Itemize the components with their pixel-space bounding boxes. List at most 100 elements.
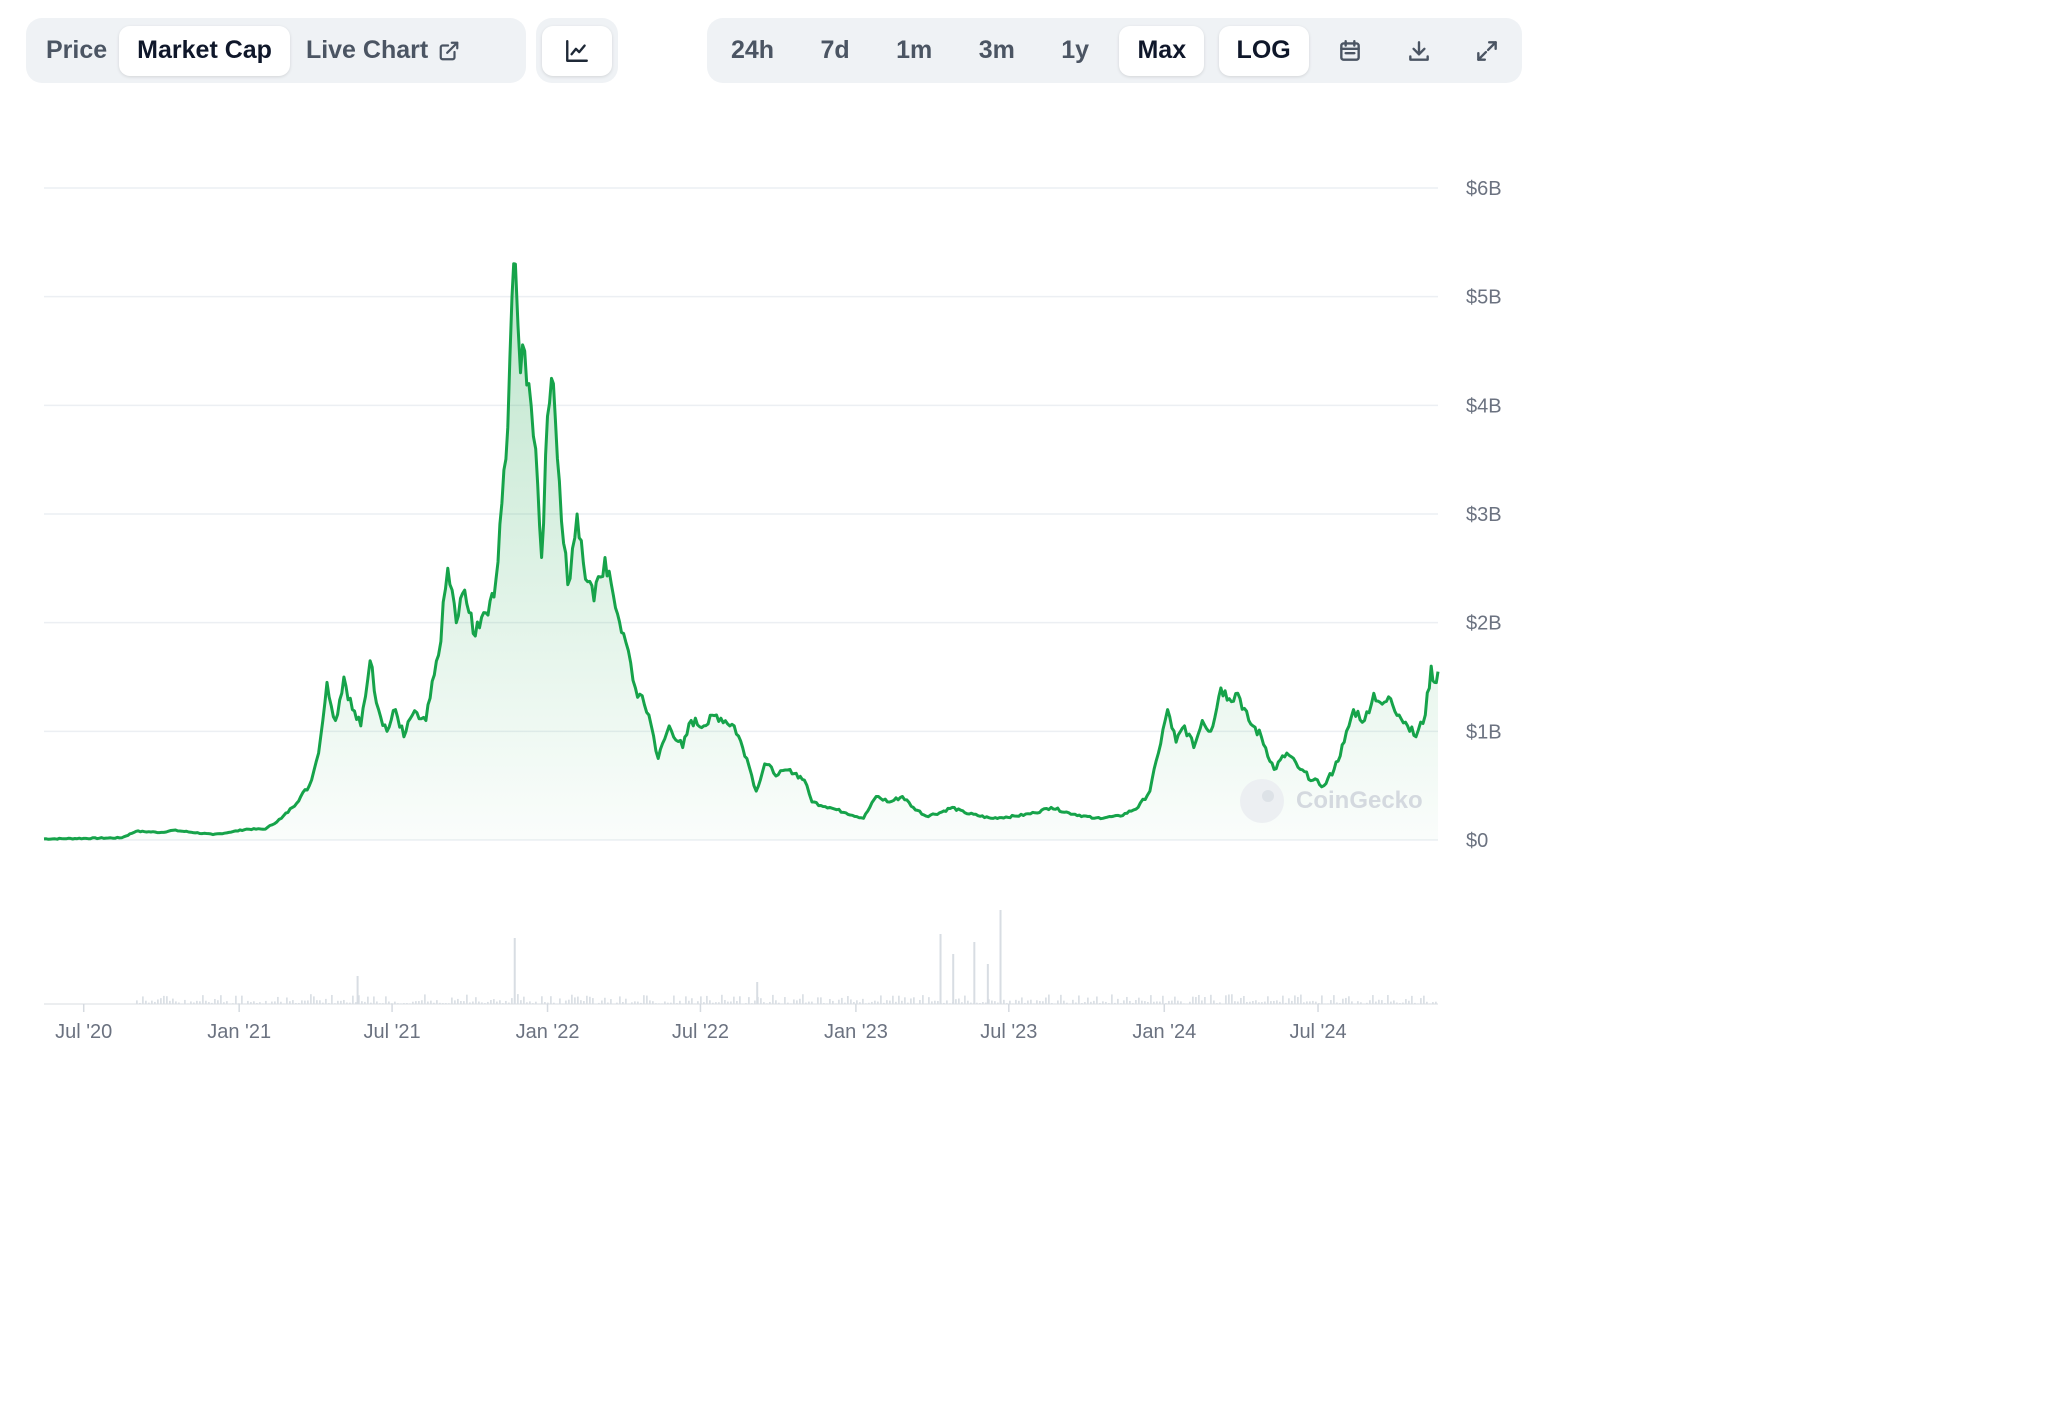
fullscreen-button[interactable]	[1460, 26, 1514, 76]
volume-bar	[139, 1002, 141, 1004]
range-1y[interactable]: 1y	[1061, 36, 1090, 64]
volume-bar	[823, 1003, 825, 1004]
volume-bar	[1225, 995, 1227, 1004]
volume-bar	[955, 999, 957, 1004]
volume-bar	[1003, 999, 1005, 1004]
volume-bar	[1246, 1001, 1248, 1004]
volume-bar	[1366, 1002, 1368, 1004]
volume-bar	[775, 1000, 777, 1004]
market-cap-chart[interactable]: $0$1B$2B$3B$4B$5B$6B Jul '20 Jan '21 Jul '…	[0, 0, 1545, 1073]
tab-live-chart[interactable]: Live Chart	[290, 26, 476, 76]
x-tick-label: Jul '23	[980, 1021, 1037, 1043]
volume-bar	[691, 998, 693, 1004]
volume-bar	[352, 995, 354, 1004]
volume-bar	[946, 1000, 948, 1004]
volume-bar	[1171, 1000, 1173, 1004]
volume-bar	[703, 1002, 705, 1004]
volume-bar	[1177, 1000, 1179, 1004]
volume-bar	[513, 938, 516, 1004]
volume-bar	[939, 934, 942, 1004]
volume-bar	[640, 1002, 642, 1004]
volume-bar	[1021, 997, 1023, 1004]
volume-bar	[967, 1000, 969, 1004]
volume-bar	[574, 997, 576, 1004]
log-toggle[interactable]: LOG	[1218, 25, 1309, 76]
tab-market-cap[interactable]: Market Cap	[119, 25, 290, 76]
volume-bar	[1081, 1003, 1083, 1004]
range-24h[interactable]: 24h	[731, 36, 775, 64]
volume-bar	[1150, 995, 1152, 1004]
volume-bar	[1039, 1001, 1041, 1004]
volume-bar	[487, 1001, 489, 1004]
volume-bar	[601, 1000, 603, 1004]
volume-bar	[1237, 1001, 1239, 1004]
volume-bar	[1060, 994, 1062, 1004]
volume-bar	[238, 1003, 240, 1004]
y-axis: $0 $1B $2B $3B $4B $5B $6B	[1466, 178, 1502, 852]
volume-bar	[871, 1001, 873, 1004]
volume-bar	[379, 1003, 381, 1004]
volume-bar	[385, 996, 387, 1004]
volume-bar	[154, 1001, 156, 1004]
volume-bar	[541, 996, 543, 1004]
volume-bar	[274, 1001, 276, 1004]
range-3m[interactable]: 3m	[978, 36, 1015, 64]
volume-bar	[1153, 1001, 1155, 1004]
volume-bar	[553, 1002, 555, 1004]
volume-bar	[1405, 999, 1407, 1004]
volume-bar	[460, 1001, 462, 1004]
x-tick-label: Jan '21	[207, 1021, 271, 1043]
volume-bar	[811, 1001, 813, 1004]
volume-bar	[670, 1002, 672, 1004]
volume-bar	[1330, 1000, 1332, 1004]
range-7d[interactable]: 7d	[820, 36, 850, 64]
volume-bar	[220, 995, 222, 1004]
volume-bar	[175, 1001, 177, 1004]
volume-bar	[724, 1000, 726, 1004]
volume-bar	[265, 1000, 267, 1004]
volume-bar	[1264, 1001, 1266, 1004]
volume-bar	[1300, 994, 1302, 1004]
volume-bar	[217, 1000, 219, 1004]
volume-bar	[901, 1000, 903, 1004]
volume-bar	[1249, 1001, 1251, 1004]
volume-bar	[1420, 998, 1422, 1004]
y-tick-label: $6B	[1466, 178, 1502, 200]
volume-bar	[559, 998, 561, 1004]
volume-bar	[1432, 1002, 1434, 1004]
volume-bar	[382, 1003, 384, 1004]
chart-type-button[interactable]	[542, 25, 612, 76]
volume-bar	[928, 997, 930, 1004]
volume-bar	[157, 999, 159, 1004]
volume-bar	[991, 1000, 993, 1004]
volume-bar	[1135, 1000, 1137, 1004]
volume-bar	[469, 1002, 471, 1004]
range-1m[interactable]: 1m	[896, 36, 933, 64]
volume-bar	[949, 1003, 951, 1004]
volume-bar	[856, 1000, 858, 1004]
volume-bar	[1384, 1003, 1386, 1004]
volume-bar	[1144, 1001, 1146, 1004]
volume-bar	[934, 1000, 936, 1004]
volume-bar	[1411, 995, 1413, 1004]
volume-bar	[1129, 1000, 1131, 1004]
volume-bar	[1195, 997, 1197, 1004]
volume-bar	[1138, 997, 1140, 1004]
volume-bar	[241, 995, 243, 1004]
volume-bar	[1408, 1000, 1410, 1004]
calendar-button[interactable]	[1323, 26, 1377, 76]
volume-bar	[610, 999, 612, 1004]
volume-bar	[1414, 1002, 1416, 1004]
volume-bar	[1312, 1000, 1314, 1004]
download-button[interactable]	[1392, 26, 1446, 76]
volume-bar	[1030, 999, 1032, 1004]
volume-bar	[658, 1003, 660, 1004]
range-max[interactable]: Max	[1119, 25, 1205, 76]
tab-price[interactable]: Price	[46, 36, 108, 64]
volume-bar	[1252, 1001, 1254, 1004]
volume-bar	[664, 1001, 666, 1004]
volume-bar	[433, 1002, 435, 1004]
x-tick-label: Jan '24	[1132, 1021, 1196, 1043]
volume-bar	[304, 1000, 306, 1004]
volume-bar	[250, 1002, 252, 1004]
